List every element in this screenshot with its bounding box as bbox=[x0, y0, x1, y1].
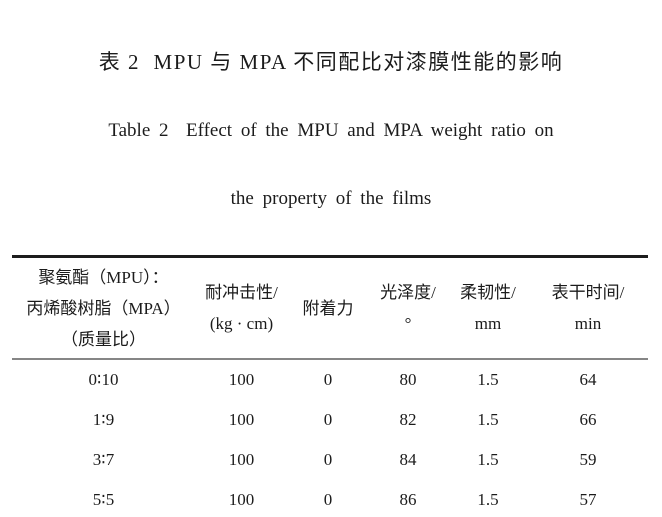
column-header-line: (kg · cm) bbox=[209, 314, 274, 333]
header-row: 聚氨酯（MPU）： 丙烯酸树脂（MPA） （质量比） 耐冲击性/ (kg · cm) 附着… bbox=[12, 256, 648, 360]
column-header-line: 耐冲击性/ bbox=[205, 283, 278, 302]
table-cell: 100 bbox=[228, 370, 255, 389]
table-cell: 0∶10 bbox=[88, 370, 119, 389]
table-cell: 1.5 bbox=[477, 490, 499, 509]
table-cell: 57 bbox=[579, 490, 597, 509]
table-body: 0∶10 100 0 80 1.5 64 1∶9 100 0 82 1.5 66 3∶7 100 0 84 1.… bbox=[12, 359, 648, 517]
column-header-line: 表干时间/ bbox=[551, 283, 625, 302]
caption-english-line2: the property of the films bbox=[230, 188, 432, 209]
table-cell: 0 bbox=[323, 450, 333, 469]
table-cell: 80 bbox=[399, 370, 417, 389]
table-header: 聚氨酯（MPU）： 丙烯酸树脂（MPA） （质量比） 耐冲击性/ (kg · cm) 附着… bbox=[12, 256, 648, 360]
column-header-line: 丙烯酸树脂（MPA） bbox=[26, 298, 181, 318]
table-row: 0∶10 100 0 80 1.5 64 bbox=[12, 359, 648, 400]
column-header-ratio-mpu-mpa: 聚氨酯（MPU）： 丙烯酸树脂（MPA） （质量比） bbox=[12, 256, 195, 360]
column-header-line: 柔韧性/ bbox=[460, 283, 516, 302]
table-cell: 100 bbox=[228, 410, 255, 429]
table-cell: 82 bbox=[399, 410, 417, 429]
column-header-line: 光泽度/ bbox=[380, 283, 436, 302]
table-cell: 3∶7 bbox=[92, 450, 115, 469]
table-cell: 0 bbox=[323, 410, 333, 429]
column-header-line: ° bbox=[404, 314, 412, 333]
column-header-adhesion: 附着力 bbox=[288, 256, 368, 360]
table-cell: 66 bbox=[579, 410, 597, 429]
table-cell: 1∶9 bbox=[92, 410, 115, 429]
column-header-line: 附着力 bbox=[302, 298, 354, 318]
table-row: 3∶7 100 0 84 1.5 59 bbox=[12, 440, 648, 480]
table-cell: 86 bbox=[399, 490, 417, 509]
table-cell: 100 bbox=[228, 450, 255, 469]
table-cell: 1.5 bbox=[477, 450, 499, 469]
column-header-line: mm bbox=[474, 314, 502, 333]
column-header-impact-resistance: 耐冲击性/ (kg · cm) bbox=[195, 256, 288, 360]
table-cell: 1.5 bbox=[477, 370, 499, 389]
column-header-line: （质量比） bbox=[61, 329, 146, 349]
table-cell: 59 bbox=[579, 450, 597, 469]
results-table: 聚氨酯（MPU）： 丙烯酸树脂（MPA） （质量比） 耐冲击性/ (kg · cm) 附着… bbox=[12, 255, 648, 517]
caption-chinese: 表 2 MPU 与 MPA 不同配比对漆膜性能的影响 bbox=[98, 50, 564, 74]
column-header-surface-dry-time: 表干时间/min bbox=[528, 256, 648, 360]
table-cell: 5∶5 bbox=[92, 490, 115, 509]
table-cell: 64 bbox=[579, 370, 597, 389]
table-cell: 0 bbox=[323, 490, 333, 509]
table-cell: 0 bbox=[323, 370, 333, 389]
caption-english-line1: Table 2 Effect of the MPU and MPA weight… bbox=[108, 120, 554, 141]
table-caption: 表 2 MPU 与 MPA 不同配比对漆膜性能的影响 Table 2 Effec… bbox=[0, 0, 662, 251]
table-row: 5∶5 100 0 86 1.5 57 bbox=[12, 480, 648, 517]
table-row: 1∶9 100 0 82 1.5 66 bbox=[12, 400, 648, 440]
table-cell: 100 bbox=[228, 490, 255, 509]
column-header-line: min bbox=[574, 314, 602, 333]
column-header-flexibility: 柔韧性/mm bbox=[448, 256, 528, 360]
table-cell: 1.5 bbox=[477, 410, 499, 429]
column-header-line: 聚氨酯（MPU）： bbox=[38, 267, 169, 287]
column-header-gloss: 光泽度/ ° bbox=[368, 256, 448, 360]
table-cell: 84 bbox=[399, 450, 417, 469]
